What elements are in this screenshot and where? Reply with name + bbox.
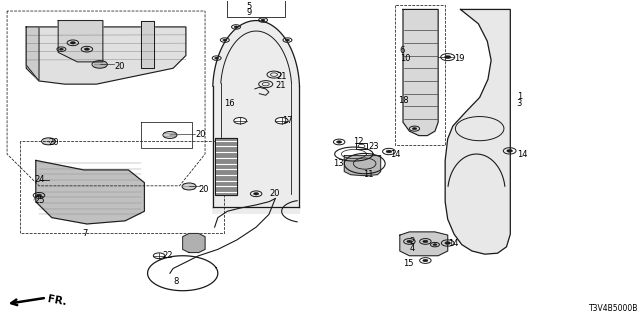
Circle shape bbox=[445, 242, 451, 244]
Text: 13: 13 bbox=[333, 159, 344, 168]
Circle shape bbox=[275, 117, 288, 124]
Circle shape bbox=[386, 150, 392, 153]
Text: T3V4B5000B: T3V4B5000B bbox=[589, 304, 638, 313]
Text: 2: 2 bbox=[410, 237, 415, 246]
Polygon shape bbox=[445, 10, 510, 254]
Bar bbox=[356, 143, 367, 149]
Circle shape bbox=[84, 48, 90, 51]
Text: 18: 18 bbox=[398, 95, 408, 105]
Circle shape bbox=[70, 42, 76, 44]
Polygon shape bbox=[26, 27, 39, 81]
Polygon shape bbox=[182, 234, 205, 252]
Polygon shape bbox=[58, 20, 103, 62]
Circle shape bbox=[214, 57, 219, 59]
Polygon shape bbox=[26, 27, 186, 84]
Text: 16: 16 bbox=[224, 99, 235, 108]
Circle shape bbox=[412, 127, 417, 130]
Text: 4: 4 bbox=[410, 244, 415, 253]
Circle shape bbox=[445, 56, 451, 59]
Circle shape bbox=[253, 193, 259, 195]
Circle shape bbox=[36, 194, 42, 197]
Text: 19: 19 bbox=[454, 54, 465, 63]
Polygon shape bbox=[141, 20, 154, 68]
Polygon shape bbox=[403, 10, 438, 136]
Text: 20: 20 bbox=[115, 62, 125, 71]
Text: 11: 11 bbox=[364, 170, 374, 179]
Polygon shape bbox=[344, 156, 381, 176]
Text: 10: 10 bbox=[400, 53, 410, 63]
Circle shape bbox=[234, 26, 238, 28]
Circle shape bbox=[285, 39, 289, 41]
Text: 12: 12 bbox=[353, 137, 364, 146]
Text: 3: 3 bbox=[516, 99, 522, 108]
Text: 21: 21 bbox=[276, 72, 287, 81]
Circle shape bbox=[337, 141, 342, 143]
Text: 20: 20 bbox=[195, 131, 206, 140]
Polygon shape bbox=[400, 232, 448, 256]
Text: 23: 23 bbox=[368, 142, 378, 151]
Text: 20: 20 bbox=[269, 189, 280, 198]
Circle shape bbox=[234, 117, 246, 124]
Text: 14: 14 bbox=[390, 149, 401, 158]
Text: 14: 14 bbox=[516, 149, 527, 158]
Text: 7: 7 bbox=[83, 229, 88, 238]
Text: 9: 9 bbox=[246, 8, 252, 17]
Polygon shape bbox=[215, 138, 237, 196]
Circle shape bbox=[407, 240, 412, 243]
Text: FR.: FR. bbox=[47, 294, 67, 308]
Text: 8: 8 bbox=[173, 277, 179, 286]
Text: 15: 15 bbox=[403, 259, 413, 268]
Bar bbox=[227, 0, 285, 17]
Circle shape bbox=[423, 259, 428, 262]
Text: 20: 20 bbox=[198, 185, 209, 194]
Text: 24: 24 bbox=[34, 175, 44, 184]
Circle shape bbox=[223, 39, 227, 41]
Circle shape bbox=[423, 240, 428, 243]
Text: 1: 1 bbox=[516, 92, 522, 101]
Text: 21: 21 bbox=[275, 81, 286, 90]
Circle shape bbox=[154, 253, 165, 259]
Circle shape bbox=[60, 48, 63, 50]
Text: 17: 17 bbox=[282, 116, 292, 125]
Circle shape bbox=[507, 149, 513, 152]
Polygon shape bbox=[36, 160, 145, 224]
Polygon shape bbox=[212, 20, 300, 213]
Circle shape bbox=[433, 244, 437, 246]
Text: 25: 25 bbox=[34, 196, 44, 204]
Text: 5: 5 bbox=[246, 2, 252, 11]
Text: 14: 14 bbox=[448, 238, 458, 248]
Text: 20: 20 bbox=[49, 139, 59, 148]
Text: 22: 22 bbox=[163, 251, 173, 260]
Circle shape bbox=[261, 19, 265, 21]
Text: 6: 6 bbox=[400, 46, 405, 55]
